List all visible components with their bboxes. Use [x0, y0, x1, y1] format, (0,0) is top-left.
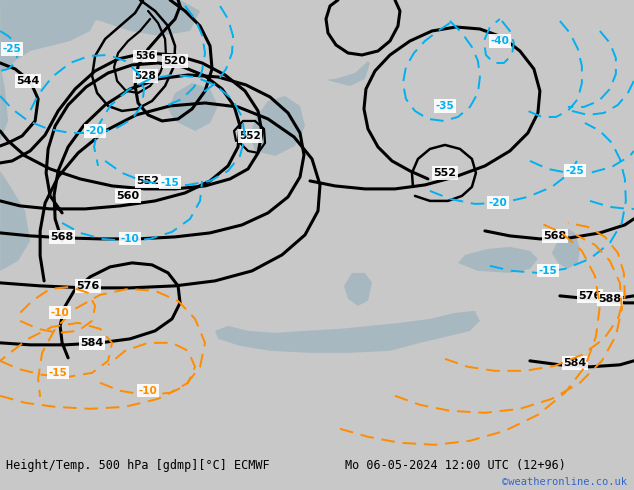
Text: -10: -10	[120, 234, 139, 244]
Text: Height/Temp. 500 hPa [gdmp][°C] ECMWF: Height/Temp. 500 hPa [gdmp][°C] ECMWF	[6, 460, 269, 472]
Text: 552: 552	[239, 131, 261, 141]
Text: ©weatheronline.co.uk: ©weatheronline.co.uk	[503, 477, 628, 487]
Polygon shape	[552, 229, 580, 269]
Text: -20: -20	[86, 126, 105, 136]
Text: 584: 584	[81, 338, 104, 348]
Text: 552: 552	[434, 168, 456, 178]
Text: 588: 588	[598, 294, 621, 304]
Text: -15: -15	[160, 178, 179, 188]
Polygon shape	[0, 0, 100, 71]
Text: 536: 536	[135, 51, 155, 61]
Text: 568: 568	[51, 232, 74, 242]
Text: 584: 584	[563, 358, 586, 368]
Text: -40: -40	[491, 36, 509, 46]
Text: Mo 06-05-2024 12:00 UTC (12+96): Mo 06-05-2024 12:00 UTC (12+96)	[345, 460, 566, 472]
Text: -25: -25	[3, 44, 22, 54]
Text: -15: -15	[49, 368, 67, 378]
Text: 552: 552	[136, 176, 160, 186]
Polygon shape	[0, 0, 30, 271]
Text: 544: 544	[16, 76, 40, 86]
Polygon shape	[0, 0, 200, 36]
Text: -25: -25	[566, 166, 585, 176]
Polygon shape	[308, 51, 370, 86]
Text: -15: -15	[538, 266, 557, 276]
Polygon shape	[344, 273, 372, 306]
Text: -10: -10	[51, 308, 70, 318]
Text: 520: 520	[164, 56, 186, 66]
Text: 528: 528	[134, 71, 156, 81]
Polygon shape	[458, 247, 538, 273]
Text: 576: 576	[77, 281, 100, 291]
Polygon shape	[260, 21, 370, 81]
Text: -20: -20	[489, 198, 507, 208]
Text: -10: -10	[139, 386, 157, 396]
Polygon shape	[168, 83, 218, 131]
Text: 568: 568	[543, 231, 567, 241]
Text: 576: 576	[578, 291, 602, 301]
Polygon shape	[250, 96, 305, 156]
Polygon shape	[215, 311, 480, 353]
Text: -35: -35	[436, 101, 455, 111]
Text: 560: 560	[117, 191, 139, 201]
